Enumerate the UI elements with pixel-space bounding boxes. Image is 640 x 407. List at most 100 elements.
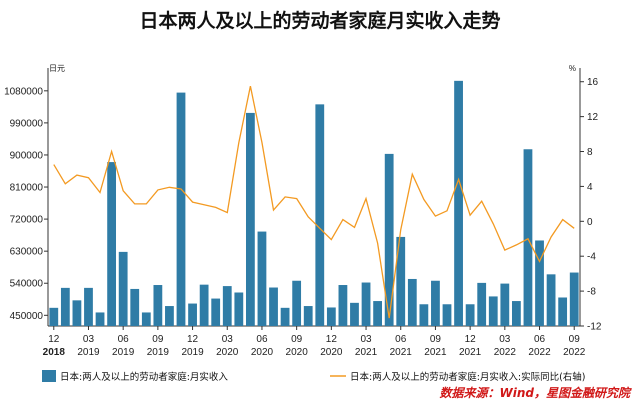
- bar: [361, 282, 371, 326]
- data-source-note: 数据来源：Wind，星图金融研究院: [439, 386, 630, 400]
- right-tick-label: -12: [587, 322, 602, 333]
- left-tick-label: 540000: [10, 279, 44, 290]
- bar: [488, 296, 498, 326]
- bar: [546, 274, 556, 326]
- bar: [107, 162, 117, 326]
- bar: [84, 287, 93, 326]
- bar: [188, 303, 197, 326]
- x-tick-month: 03: [360, 334, 372, 345]
- right-tick-label: 16: [587, 77, 599, 88]
- left-tick-label: 900000: [10, 150, 44, 161]
- left-tick-label: 450000: [10, 311, 44, 322]
- x-tick-month: 03: [222, 334, 234, 345]
- bar: [384, 153, 394, 326]
- bar: [315, 104, 325, 326]
- bar: [465, 304, 475, 326]
- bar: [511, 301, 521, 326]
- legend-bar-label: 日本:两人及以上的劳动者家庭:月实收入: [60, 371, 228, 383]
- left-tick-label: 630000: [10, 247, 44, 258]
- bar: [500, 283, 510, 326]
- bar: [350, 302, 359, 326]
- bar: [419, 304, 429, 326]
- x-tick-month: 03: [83, 334, 95, 345]
- x-tick-year: 2019: [147, 347, 170, 358]
- bar: [141, 312, 151, 326]
- left-tick-label: 1080000: [4, 86, 43, 97]
- bar: [396, 236, 406, 326]
- right-tick-label: 4: [587, 182, 593, 193]
- bar: [234, 292, 244, 326]
- bar: [118, 251, 128, 326]
- right-tick-label: 8: [587, 147, 593, 158]
- x-tick-year: 2020: [320, 347, 343, 358]
- bar: [153, 285, 163, 326]
- x-tick-year: 2021: [390, 347, 413, 358]
- x-tick-month: 12: [465, 334, 477, 345]
- bar: [535, 240, 544, 326]
- x-tick-year: 2020: [286, 347, 309, 358]
- right-tick-label: -8: [587, 287, 596, 298]
- left-axis-unit: 日元: [49, 64, 65, 73]
- bar: [222, 286, 232, 326]
- bar: [407, 278, 417, 326]
- x-tick-month: 06: [256, 334, 268, 345]
- left-tick-label: 720000: [10, 215, 44, 226]
- yoy-line: [53, 85, 575, 319]
- x-tick-month: 12: [326, 334, 338, 345]
- x-tick-year: 2021: [424, 347, 447, 358]
- legend-bar-swatch: [42, 370, 56, 382]
- right-axis-unit: %: [569, 64, 576, 73]
- bar: [211, 298, 221, 326]
- bar: [72, 300, 82, 326]
- bar: [569, 272, 579, 326]
- bar: [303, 306, 313, 326]
- bar: [477, 282, 487, 326]
- bar: [176, 92, 186, 326]
- bar: [326, 307, 336, 326]
- x-tick-month: 06: [534, 334, 546, 345]
- x-tick-month: 06: [118, 334, 130, 345]
- bar: [165, 306, 174, 326]
- left-tick-label: 810000: [10, 183, 44, 194]
- bar: [245, 112, 255, 327]
- x-tick-month: 12: [48, 334, 60, 345]
- x-tick-year: 2020: [251, 347, 274, 358]
- x-tick-year: 2019: [112, 347, 135, 358]
- bar: [558, 297, 568, 326]
- bar: [338, 285, 348, 326]
- bar: [454, 80, 463, 326]
- bar: [269, 287, 278, 326]
- x-tick-year: 2021: [459, 347, 482, 358]
- x-tick-month: 03: [499, 334, 511, 345]
- bar: [431, 280, 440, 326]
- right-tick-label: 12: [587, 112, 599, 123]
- x-tick-month: 09: [152, 334, 164, 345]
- bar: [523, 149, 533, 326]
- left-tick-label: 990000: [10, 118, 44, 129]
- bar: [130, 288, 140, 326]
- bar: [49, 307, 59, 326]
- legend-line-label: 日本:两人及以上的劳动者家庭:月实收入:实际同比(右轴): [350, 371, 586, 383]
- bar: [442, 304, 452, 326]
- bar: [280, 307, 290, 326]
- x-tick-month: 09: [569, 334, 581, 345]
- bar: [373, 301, 383, 326]
- bar: [199, 284, 209, 326]
- x-tick-year: 2019: [181, 347, 204, 358]
- x-tick-year: 2019: [77, 347, 100, 358]
- x-tick-year: 2021: [355, 347, 378, 358]
- x-tick-year: 2020: [216, 347, 239, 358]
- right-tick-label: -4: [587, 252, 596, 263]
- x-tick-year: 2022: [563, 347, 586, 358]
- chart-title: 日本两人及以上的劳动者家庭月实收入走势: [139, 10, 501, 32]
- x-tick-year: 2022: [528, 347, 551, 358]
- right-tick-label: 0: [587, 217, 593, 228]
- x-tick-month: 12: [187, 334, 199, 345]
- bar: [257, 231, 267, 326]
- x-tick-year: 2018: [43, 347, 66, 358]
- bar: [95, 312, 105, 326]
- x-tick-month: 09: [291, 334, 303, 345]
- bar: [60, 287, 70, 326]
- x-tick-month: 06: [395, 334, 407, 345]
